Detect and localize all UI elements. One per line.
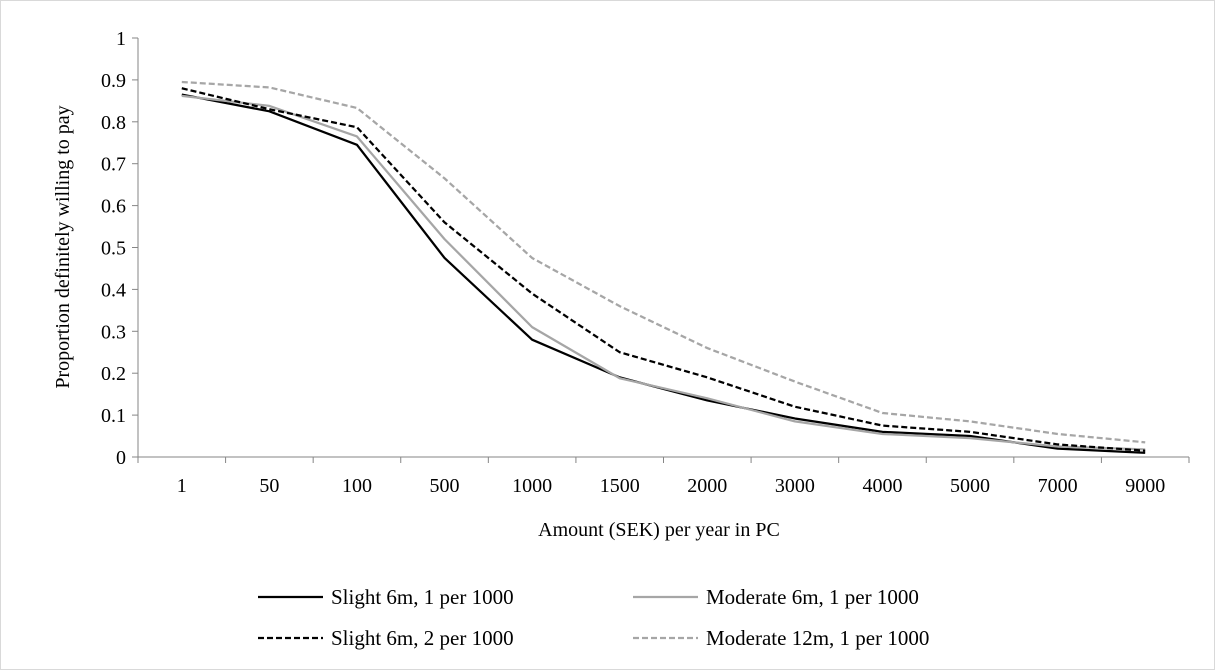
- y-axis-title: Proportion definitely willing to pay: [52, 105, 74, 388]
- legend-item: Slight 6m, 2 per 1000: [258, 626, 514, 650]
- x-tick-label: 4000: [862, 475, 902, 497]
- legend-item: Slight 6m, 1 per 1000: [258, 585, 514, 609]
- series-line-3: [181, 87, 1146, 452]
- x-tick-label: 1000: [512, 475, 552, 497]
- y-tick-label: 0.4: [101, 279, 126, 301]
- x-tick-label: 7000: [1038, 475, 1078, 497]
- x-axis: 1 50 100 500 1000 1500 2000 3000 4000 5000 7000 900…: [137, 456, 1190, 497]
- series-line-1: [181, 93, 1146, 454]
- legend-item: Moderate 6m, 1 per 1000: [633, 585, 919, 609]
- y-tick-label: 0.2: [101, 363, 126, 385]
- x-tick-label: 9000: [1125, 475, 1165, 497]
- y-tick-label: 0.7: [101, 154, 126, 176]
- x-axis-title: Amount (SEK) per year in PC: [538, 519, 780, 541]
- y-tick-label: 0.3: [101, 321, 126, 343]
- x-tick-label: 3000: [775, 475, 815, 497]
- legend-label: Slight 6m, 1 per 1000: [331, 585, 514, 609]
- y-tick-label: 0: [116, 447, 126, 469]
- legend-label: Moderate 6m, 1 per 1000: [706, 585, 919, 609]
- legend: Slight 6m, 1 per 1000 Moderate 6m, 1 per …: [258, 585, 929, 650]
- y-tick-label: 1: [116, 28, 126, 50]
- series-layer: [181, 80, 1146, 454]
- y-tick-label: 0.1: [101, 405, 126, 427]
- y-tick-label: 0.9: [101, 70, 126, 92]
- series-line-2: [181, 94, 1146, 451]
- y-axis: 0 0.1 0.2 0.3 0.4 0.5 0.6 0.7 0.8 0.9 1: [101, 28, 139, 469]
- x-tick-label: 2000: [687, 475, 727, 497]
- y-tick-label: 0.8: [101, 112, 126, 134]
- legend-label: Slight 6m, 2 per 1000: [331, 626, 514, 650]
- x-tick-label: 50: [259, 475, 279, 497]
- legend-item: Moderate 12m, 1 per 1000: [633, 626, 929, 650]
- x-tick-label: 5000: [950, 475, 990, 497]
- x-tick-label: 1: [177, 475, 187, 497]
- y-tick-label: 0.6: [101, 196, 126, 218]
- x-tick-label: 1500: [600, 475, 640, 497]
- x-tick-label: 500: [430, 475, 460, 497]
- y-tick-label: 0.5: [101, 238, 126, 260]
- legend-label: Moderate 12m, 1 per 1000: [706, 626, 929, 650]
- x-tick-label: 100: [342, 475, 372, 497]
- series-line-4: [181, 80, 1146, 444]
